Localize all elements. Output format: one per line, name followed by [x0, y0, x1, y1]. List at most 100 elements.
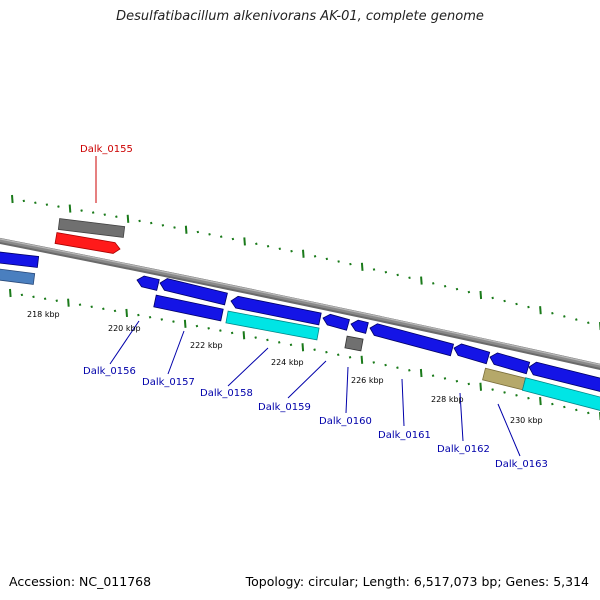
minor-tick [491, 388, 494, 391]
minor-tick [551, 311, 554, 315]
minor-tick [230, 331, 234, 335]
minor-tick [20, 293, 24, 297]
minor-tick [290, 249, 293, 253]
minor-tick [289, 343, 293, 347]
gene-arrow [453, 343, 491, 365]
major-tick [302, 249, 305, 258]
minor-tick [78, 303, 82, 306]
minor-tick [408, 276, 411, 280]
minor-tick [195, 324, 199, 328]
minor-tick [43, 297, 47, 301]
gene-dalk-0155[interactable] [54, 232, 121, 254]
minor-tick [527, 396, 530, 400]
leader-line [459, 392, 464, 442]
minor-tick [337, 260, 340, 263]
major-tick [11, 194, 14, 204]
minor-tick [196, 230, 200, 234]
gene-dalk-0162b[interactable] [489, 352, 531, 375]
major-tick [126, 214, 130, 223]
accession-text: Accession: NC_011768 [9, 574, 152, 589]
minor-tick [278, 247, 282, 251]
gene-dalk-0157[interactable] [153, 294, 224, 322]
minor-tick [384, 270, 388, 274]
minor-tick [563, 405, 566, 409]
gene-gray-upper[interactable] [57, 218, 126, 238]
gene-dalk-0160[interactable] [344, 335, 364, 352]
minor-tick [503, 391, 506, 394]
gene-arrow [369, 323, 455, 357]
gene-label-dalk-0155[interactable]: Dalk_0155 [80, 144, 133, 155]
major-tick [184, 225, 188, 234]
gene-dalk-0158-cyan[interactable] [225, 310, 320, 341]
scale-label: 228 kbp [431, 395, 464, 404]
gene-dalk-0160-blue[interactable] [350, 319, 369, 334]
minor-tick [34, 201, 37, 205]
gene-dalk-0162[interactable] [453, 343, 491, 365]
minor-tick [277, 341, 281, 344]
minor-tick [313, 348, 316, 352]
major-tick [9, 288, 12, 298]
major-tick [67, 298, 70, 307]
leader-line [497, 403, 521, 457]
minor-tick [219, 235, 223, 238]
gene-label-dalk-0162[interactable]: Dalk_0162 [437, 444, 490, 455]
minor-tick [587, 321, 590, 325]
scale-labels: 218 kbp 220 kbp 222 kbp 224 kbp 226 kbp 228 k… [27, 310, 543, 425]
major-tick [420, 276, 423, 285]
gene-arrow [350, 319, 369, 334]
minor-tick [22, 199, 26, 203]
minor-tick [575, 408, 578, 412]
minor-tick [431, 282, 435, 285]
minor-tick [587, 411, 590, 415]
leader-line [109, 320, 140, 365]
gene-labels: Dalk_0155 Dalk_0156 Dalk_0157 Dalk_0158 Dalk… [80, 144, 548, 470]
minor-tick [231, 237, 235, 241]
minor-tick [455, 379, 459, 383]
gene-label-dalk-0156[interactable]: Dalk_0156 [83, 366, 136, 377]
gene-label-dalk-0157[interactable]: Dalk_0157 [142, 377, 195, 388]
gene-arrow [0, 251, 40, 268]
backbone-line [0, 237, 600, 368]
gene-arrow [230, 295, 322, 326]
minor-tick [161, 223, 165, 227]
gene-label-dalk-0163[interactable]: Dalk_0163 [495, 459, 548, 470]
minor-tick [325, 350, 328, 354]
leader-line [227, 347, 269, 387]
gene-dalk-0163-cyan[interactable] [521, 377, 600, 412]
gene-label-dalk-0161[interactable]: Dalk_0161 [378, 430, 431, 441]
scale-label: 222 kbp [190, 341, 223, 350]
genome-backbone [0, 237, 600, 370]
gene-steel-left[interactable] [0, 268, 36, 285]
gene-label-dalk-0158[interactable]: Dalk_0158 [200, 388, 253, 399]
minor-tick [173, 226, 176, 229]
gene-dalk-0159[interactable] [322, 313, 350, 331]
major-tick [479, 382, 482, 391]
leader-line [167, 330, 185, 375]
minor-tick [563, 315, 566, 318]
gene-dalk-0157a[interactable] [159, 278, 228, 306]
minor-tick [266, 244, 270, 248]
leader-line [345, 366, 349, 414]
minor-tick [160, 318, 164, 321]
genome-summary-text: Topology: circular; Length: 6,517,073 bp… [245, 574, 589, 589]
gene-dalk-0156[interactable] [136, 275, 160, 291]
gene-dalk-0161[interactable] [369, 323, 455, 357]
leader-line [401, 378, 405, 427]
gene-label-dalk-0160[interactable]: Dalk_0160 [319, 416, 372, 427]
minor-tick [57, 205, 60, 208]
minor-tick [575, 318, 578, 321]
minor-tick [551, 402, 554, 406]
gene-dalk-0163[interactable] [528, 361, 600, 392]
gene-arrow [57, 218, 126, 238]
minor-tick [55, 299, 59, 302]
minor-tick [431, 374, 435, 378]
gene-blue-left-upper[interactable] [0, 251, 40, 268]
minor-tick [515, 394, 518, 397]
scale-label: 226 kbp [351, 376, 384, 385]
gene-label-dalk-0159[interactable]: Dalk_0159 [258, 402, 311, 413]
minor-tick [137, 313, 140, 317]
minor-tick [90, 305, 93, 309]
minor-tick [207, 327, 210, 330]
gene-dalk-0158[interactable] [230, 295, 322, 326]
minor-tick [102, 307, 105, 311]
